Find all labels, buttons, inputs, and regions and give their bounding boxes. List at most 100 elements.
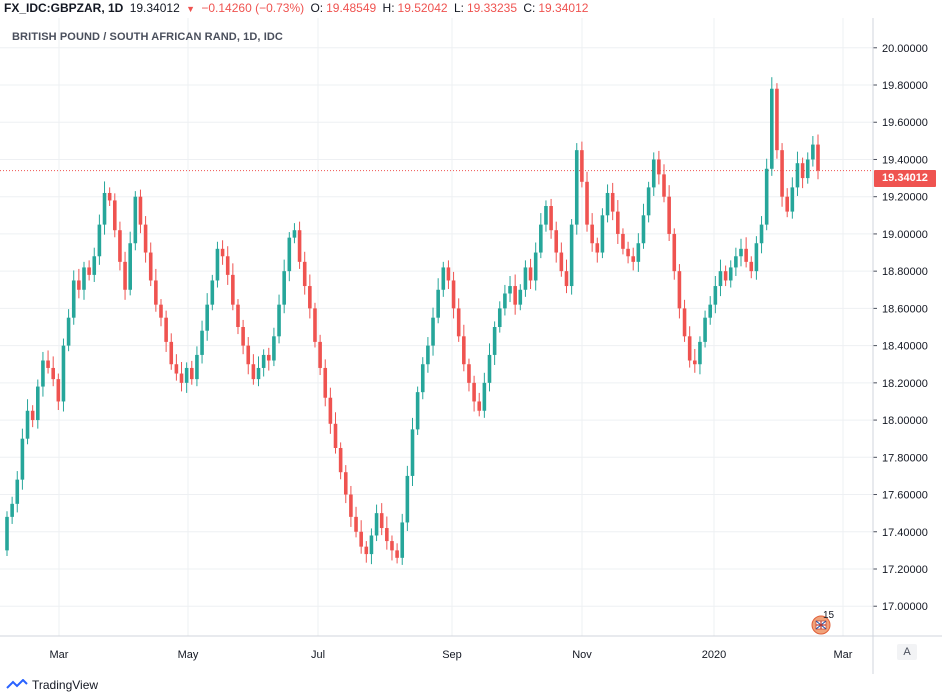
current-price-label: 19.34012 — [874, 170, 936, 187]
candle-body — [349, 494, 353, 517]
candle-body — [272, 336, 276, 361]
candle-body — [343, 472, 348, 495]
candle-body — [805, 159, 810, 179]
candle-body — [5, 516, 9, 551]
candle-body — [210, 280, 215, 305]
tradingview-logo[interactable]: TradingView — [6, 678, 98, 692]
candle-body — [92, 256, 97, 275]
candle-body — [574, 150, 579, 225]
candle-body — [405, 475, 410, 523]
candle-body — [385, 528, 389, 542]
down-arrow-icon: ▼ — [186, 4, 196, 14]
candle-body — [15, 479, 20, 504]
candle-body — [420, 364, 425, 393]
last-price: 19.34012 — [129, 1, 180, 15]
candle-body — [225, 256, 230, 275]
candle-body — [102, 192, 107, 225]
candle-body — [302, 261, 307, 287]
candle-body — [497, 308, 502, 327]
candle-body — [277, 304, 281, 337]
candle-body — [641, 215, 646, 244]
candle-body — [154, 280, 158, 305]
candle-body — [71, 280, 76, 318]
candle-body — [616, 211, 620, 234]
open-value: 19.48549 — [326, 1, 377, 15]
economic-event-icon[interactable]: 15 — [808, 610, 836, 636]
candle-body — [456, 308, 461, 337]
candle-body — [621, 233, 625, 249]
close-value: 19.34012 — [538, 1, 589, 15]
open-label: O: — [310, 1, 324, 15]
candle-body — [30, 410, 35, 421]
brand-name: TradingView — [32, 678, 99, 692]
candle-body — [128, 243, 132, 290]
x-tick-label: 2020 — [702, 649, 726, 661]
candle-body — [220, 248, 225, 257]
x-tick-label: Nov — [572, 649, 592, 661]
candle-body — [10, 503, 14, 517]
price-chart[interactable]: 20.00000 19.80000 19.60000 19.40000 19.20000… — [0, 18, 942, 674]
x-tick-label: Jul — [311, 649, 325, 661]
candle-body — [354, 516, 358, 532]
y-tick-label: 17.80000 — [882, 452, 928, 464]
candle-body — [379, 513, 384, 529]
candle-body — [164, 317, 168, 342]
candle-body — [528, 267, 533, 281]
low-label: L: — [453, 1, 464, 15]
candle-body — [441, 267, 446, 290]
candle-body — [513, 286, 517, 305]
candle-body — [626, 248, 630, 257]
event-count: 15 — [823, 610, 835, 621]
candle-body — [533, 252, 538, 281]
y-tick-label: 17.60000 — [882, 490, 928, 502]
candle-body — [189, 367, 194, 380]
candle-body — [364, 546, 369, 555]
candle-body — [118, 230, 122, 262]
candle-body — [770, 88, 774, 169]
candle-body — [703, 317, 707, 342]
candle-body — [77, 280, 81, 290]
candle-body — [811, 144, 815, 160]
candle-body — [56, 379, 61, 402]
y-tick-label: 19.20000 — [882, 192, 928, 204]
candle-body — [313, 308, 317, 342]
candle-body — [328, 397, 333, 424]
candle-body — [713, 286, 718, 305]
y-tick-label: 18.60000 — [882, 303, 928, 315]
candle-body — [169, 341, 174, 365]
candle-body — [739, 248, 743, 257]
price-change: −0.14260 (−0.73%) — [201, 1, 305, 15]
candle-body — [651, 159, 656, 188]
y-tick-label: 18.80000 — [882, 266, 928, 278]
candle-body — [698, 341, 702, 365]
candle-body — [590, 224, 594, 244]
high-value: 19.52042 — [397, 1, 448, 15]
candle-body — [508, 286, 512, 294]
candle-body — [266, 354, 271, 361]
candle-body — [718, 271, 723, 287]
candle-body — [462, 336, 466, 365]
candle-body — [287, 237, 292, 272]
candle-body — [25, 410, 30, 439]
y-tick-label: 17.40000 — [882, 527, 928, 539]
candle-body — [600, 215, 605, 253]
close-label: C: — [523, 1, 536, 15]
candle-body — [554, 230, 559, 253]
candle-body — [734, 256, 738, 268]
candle-body — [36, 386, 40, 421]
candle-body — [231, 274, 235, 305]
symbol-header: FX_IDC:GBPZAR, 1D 19.34012 ▼ −0.14260 (−… — [0, 0, 942, 18]
candle-body — [369, 535, 374, 555]
y-tick-label: 18.20000 — [882, 378, 928, 390]
candle-body — [523, 267, 528, 290]
x-tick-label: May — [178, 649, 199, 661]
auto-scale-button[interactable]: A — [897, 644, 917, 660]
candle-body — [636, 243, 641, 262]
candle-body — [749, 261, 754, 272]
low-value: 19.33235 — [466, 1, 518, 15]
candle-body — [744, 248, 748, 262]
candle-body — [241, 327, 245, 346]
symbol-name[interactable]: FX_IDC:GBPZAR, 1D — [4, 1, 124, 15]
candle-body — [179, 373, 184, 383]
y-tick-label: 19.00000 — [882, 229, 928, 241]
